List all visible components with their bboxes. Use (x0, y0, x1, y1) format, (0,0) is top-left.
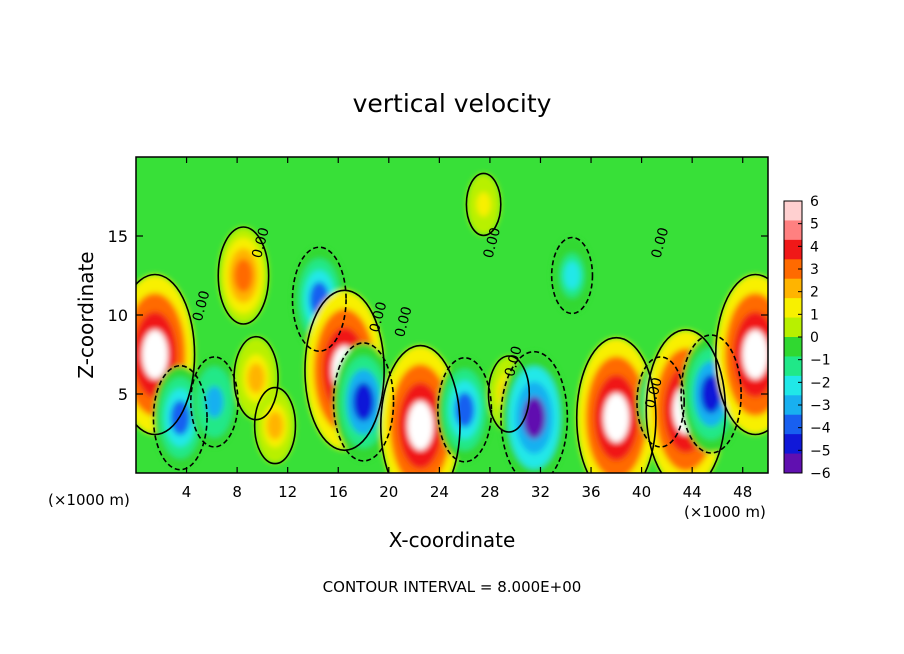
colorbar-swatch (784, 201, 802, 221)
contour-label: 0.00 (367, 300, 391, 334)
colorbar-label: −6 (810, 466, 831, 482)
contour-label: 0.00 (649, 226, 673, 260)
colorbar-swatch (784, 259, 802, 280)
zero-contour (714, 273, 768, 436)
x-tick-label: 4 (182, 483, 192, 501)
colorbar-label: 2 (810, 285, 819, 301)
colorbar-swatch (784, 414, 802, 435)
x-tick-label: 8 (232, 483, 242, 501)
heatmap-cell (476, 192, 491, 217)
heatmap-cell (407, 401, 434, 451)
colorbar-label: 3 (810, 262, 819, 278)
colorbar-swatch (784, 375, 802, 396)
x-tick-label: 20 (379, 483, 398, 501)
zero-contour (332, 342, 395, 462)
contour-label: 0.00 (392, 305, 416, 339)
colorbar-swatch (784, 356, 802, 377)
zero-contour (575, 336, 657, 473)
heatmap-cell (563, 261, 581, 290)
colorbar-swatch (784, 434, 802, 455)
colorbar-swatch (784, 453, 802, 474)
zero-contour (645, 329, 727, 473)
zero-contour (636, 356, 685, 448)
heatmap-cell (742, 330, 768, 379)
contour-label: 0.00 (190, 289, 214, 323)
colorbar-label: 5 (810, 217, 819, 233)
heatmap-cell (234, 258, 253, 293)
colorbar-label: 0 (810, 330, 819, 346)
x-tick-label: 44 (683, 483, 702, 501)
colorbar-label: 1 (810, 307, 819, 323)
zero-contour (136, 273, 196, 436)
x-axis: 4 8 12 16 20 24 28 32 36 40 44 48 (182, 157, 752, 501)
x-unit-right: (×1000 m) (684, 503, 766, 521)
zero-contours (136, 172, 768, 473)
x-tick-label: 40 (632, 483, 651, 501)
zero-contour (217, 226, 270, 325)
colorbar-swatch (784, 395, 802, 416)
y-axis-label: Z-coordinate (74, 251, 98, 378)
contour-label: 0.00 (502, 344, 526, 378)
zero-contour (233, 335, 279, 421)
x-axis-label: X-coordinate (389, 528, 516, 552)
heatmap-cell (247, 363, 265, 394)
zero-contour (437, 356, 493, 463)
contour-label: 0.00 (249, 226, 273, 260)
heatmap-cell (142, 330, 168, 379)
zero-contour (465, 172, 502, 237)
zero-contour (500, 350, 569, 473)
contour-label: 0.00 (642, 376, 666, 410)
x-tick-label: 32 (531, 483, 550, 501)
colorbar-label: −5 (810, 443, 831, 459)
heatmap-cell (353, 382, 375, 422)
colorbar-swatch (784, 298, 802, 319)
zero-contour (304, 289, 385, 452)
zero-contour (253, 386, 297, 465)
heatmap-cell (170, 400, 190, 436)
zero-contour (152, 364, 208, 471)
heatmap-cell (522, 396, 546, 439)
heatmap-cell (700, 374, 722, 414)
heatmap-cell (603, 393, 630, 443)
colorbar-swatch (784, 337, 802, 357)
zero-contour (380, 344, 461, 473)
contour-labels: 0.000.00 0.00 0.000.000.000.000.00 (190, 226, 672, 410)
colorbar-swatch (784, 239, 802, 260)
y-tick-label: 5 (118, 385, 128, 404)
colorbar-label: 4 (810, 239, 819, 255)
contour-label: 0.00 (481, 226, 505, 260)
contour-interval-note: CONTOUR INTERVAL = 8.000E+00 (323, 578, 582, 596)
x-tick-label: 16 (329, 483, 348, 501)
zero-contour (291, 246, 347, 353)
colorbar-label: −2 (810, 375, 831, 391)
x-tick-label: 48 (733, 483, 752, 501)
colorbar-swatch (784, 278, 802, 299)
heatmap-cell (266, 411, 284, 440)
colorbar-label: −1 (810, 353, 831, 369)
colorbar-label: −3 (810, 398, 831, 414)
colorbar-swatch (784, 317, 802, 338)
heatmap-cell (205, 386, 224, 418)
y-tick-label: 10 (108, 306, 128, 325)
plot-area: 0.000.00 0.00 0.000.000.000.000.00 (135, 156, 769, 474)
heatmap-field (136, 173, 768, 473)
x-tick-label: 28 (480, 483, 499, 501)
y-axis: 5 10 15 (108, 227, 768, 404)
colorbar-label: 6 (810, 194, 819, 210)
colorbar-swatch (784, 220, 802, 241)
x-unit-left: (×1000 m) (48, 491, 130, 509)
y-tick-label: 15 (108, 227, 128, 246)
x-tick-label: 12 (278, 483, 297, 501)
zero-contour (550, 236, 594, 315)
x-tick-label: 24 (430, 483, 449, 501)
colorbar: 6 5 4 3 2 1 0 −1 −2 −3 −4 −5 −6 (783, 194, 831, 482)
zero-contour (487, 355, 531, 433)
chart-title: vertical velocity (353, 89, 552, 118)
x-tick-label: 36 (581, 483, 600, 501)
zero-contour (680, 334, 742, 454)
colorbar-label: −4 (810, 421, 831, 437)
